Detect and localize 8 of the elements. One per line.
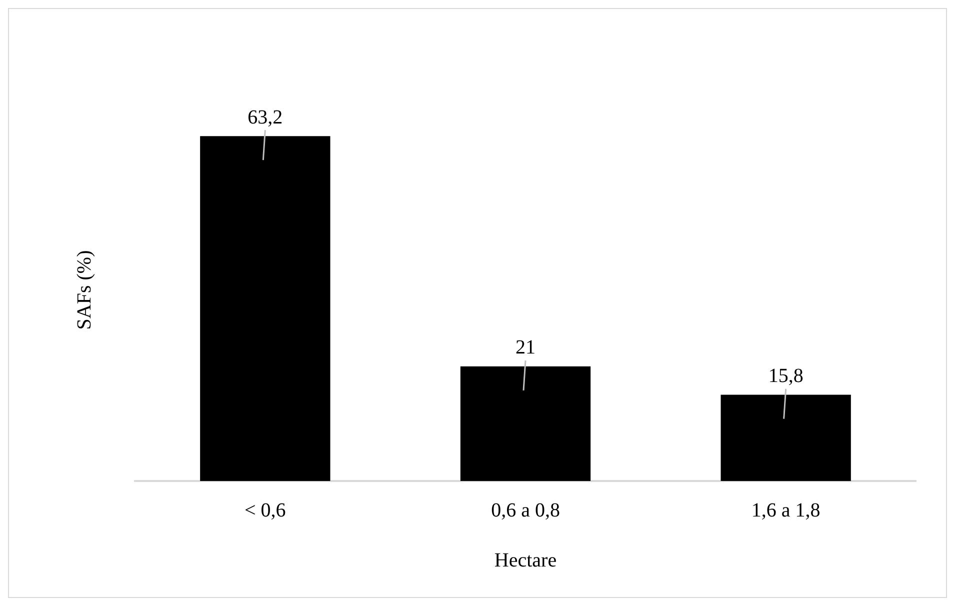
x-tick-label: 1,6 a 1,8 xyxy=(751,499,820,522)
data-label: 63,2 xyxy=(248,106,283,128)
x-tick-label: < 0,6 xyxy=(244,499,286,522)
x-tick-label: 0,6 a 0,8 xyxy=(491,499,560,522)
data-label: 21 xyxy=(516,336,536,359)
data-label: 15,8 xyxy=(768,365,804,388)
x-axis-title: Hectare xyxy=(494,549,557,572)
y-axis-title: SAFs (%) xyxy=(73,250,96,330)
